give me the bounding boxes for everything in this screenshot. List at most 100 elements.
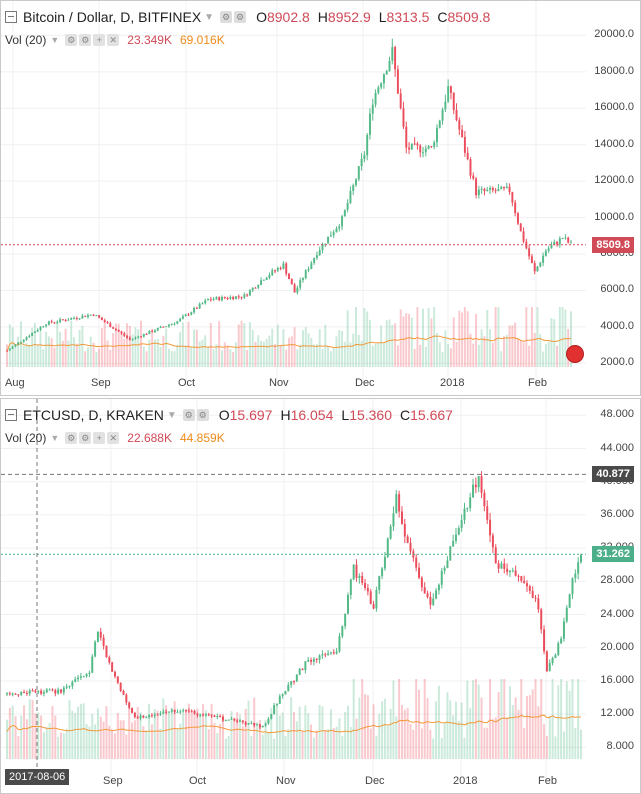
candle-body [346, 202, 349, 210]
settings-icon[interactable]: ⚙ [65, 34, 78, 46]
candle-body [59, 319, 62, 322]
settings-icon[interactable]: ⚙ [220, 11, 233, 23]
candle-body [154, 330, 156, 332]
volume-bar [343, 341, 346, 367]
candle-body [271, 270, 274, 276]
candle-body [204, 300, 207, 304]
volume-bar [516, 338, 519, 367]
settings-icon[interactable]: ⚙ [234, 11, 247, 23]
candle-body [435, 590, 438, 599]
open-value: 15.697 [229, 407, 273, 423]
candle-body [85, 674, 88, 677]
volume-bar [261, 734, 264, 759]
volume-bar [279, 344, 282, 367]
candle-body [31, 690, 34, 692]
volume-bar [100, 328, 103, 367]
candle-body [394, 47, 397, 70]
etc-chart-canvas[interactable] [1, 399, 641, 794]
candle-body [375, 589, 378, 609]
candle-body [341, 626, 344, 637]
btc-last-price-tag: 8509.8 [592, 236, 634, 253]
add-icon[interactable]: + [93, 432, 106, 444]
chevron-down-icon[interactable]: ▼ [50, 433, 60, 443]
volume-bar [137, 329, 140, 367]
candle-body [494, 547, 497, 564]
volume-bar [480, 329, 483, 367]
x-tick-label: Aug [5, 377, 25, 389]
chevron-down-icon[interactable]: ▼ [204, 11, 215, 23]
candle-body [282, 263, 285, 269]
candle-body [11, 346, 14, 349]
settings-icon[interactable]: ⚙ [182, 409, 195, 421]
candle-body [313, 257, 316, 264]
high-label: H [317, 9, 328, 25]
volume-bar [335, 336, 338, 367]
candle-body [86, 315, 89, 317]
volume-bar [139, 712, 142, 759]
volume-bar [318, 329, 321, 367]
settings-icon[interactable]: ⚙ [196, 409, 209, 421]
volume-bar [103, 322, 106, 367]
candle-body [574, 573, 577, 579]
volume-bar [125, 734, 128, 759]
btc-chart-canvas[interactable] [1, 1, 641, 396]
us-flag-icon[interactable] [566, 345, 584, 363]
collapse-box-icon[interactable] [5, 11, 17, 23]
candle-body [123, 333, 126, 336]
volume-bar [17, 336, 20, 367]
volume-bar [94, 724, 97, 759]
volume-bar [528, 345, 531, 367]
volume-bar [59, 732, 62, 759]
y-tick-label: 20.000 [600, 640, 634, 653]
candle-body [241, 720, 244, 723]
volume-bar [406, 707, 409, 759]
add-icon[interactable]: + [93, 34, 106, 46]
candle-body [268, 275, 271, 278]
settings-icon[interactable]: ⚙ [79, 432, 92, 444]
candle-body [275, 703, 278, 706]
volume-bar [489, 679, 492, 759]
volume-bar [262, 341, 265, 367]
candle-body [61, 319, 64, 321]
volume-bar [122, 720, 125, 759]
volume-bar [271, 328, 274, 367]
collapse-box-icon[interactable] [5, 409, 17, 421]
btc-chart-pane[interactable]: Bitcoin / Dollar, D, BITFINEX ▼ ⚙ ⚙ O 890… [0, 0, 641, 396]
volume-bar [436, 333, 438, 367]
candle-body [480, 476, 483, 493]
candle-body [199, 714, 202, 716]
volume-bar [47, 336, 50, 367]
volume-bar [282, 329, 285, 367]
candle-body [120, 331, 123, 334]
volume-bar [517, 709, 520, 759]
volume-bar [424, 346, 427, 367]
volume-bar [508, 325, 511, 367]
candle-body [176, 321, 179, 324]
candle-body [321, 654, 324, 656]
candle-body [338, 226, 341, 229]
candle-body [571, 578, 574, 595]
volume-bar [84, 351, 87, 367]
etc-chart-pane[interactable]: ETCUSD, D, KRAKEN ▼ ⚙ ⚙ O 15.697 H 16.054 … [0, 398, 641, 794]
chevron-down-icon[interactable]: ▼ [166, 409, 177, 421]
volume-bar [491, 342, 494, 367]
candle-body [449, 86, 452, 93]
candle-body [503, 186, 505, 189]
candle-body [98, 315, 101, 318]
volume-bar [233, 717, 236, 759]
candle-body [433, 142, 436, 147]
settings-icon[interactable]: ⚙ [79, 34, 92, 46]
volume-bar [114, 323, 117, 367]
settings-icon[interactable]: ⚙ [65, 432, 78, 444]
remove-icon[interactable]: ✕ [107, 432, 120, 444]
x-tick-label: Sep [91, 377, 111, 389]
remove-icon[interactable]: ✕ [107, 34, 120, 46]
candle-body [106, 322, 109, 324]
candle-body [360, 158, 363, 167]
candle-body [327, 653, 330, 655]
volume-bar [70, 320, 73, 367]
chevron-down-icon[interactable]: ▼ [50, 35, 60, 45]
volume-bar [433, 307, 436, 367]
volume-bar [483, 727, 486, 759]
volume-bar [154, 339, 156, 367]
